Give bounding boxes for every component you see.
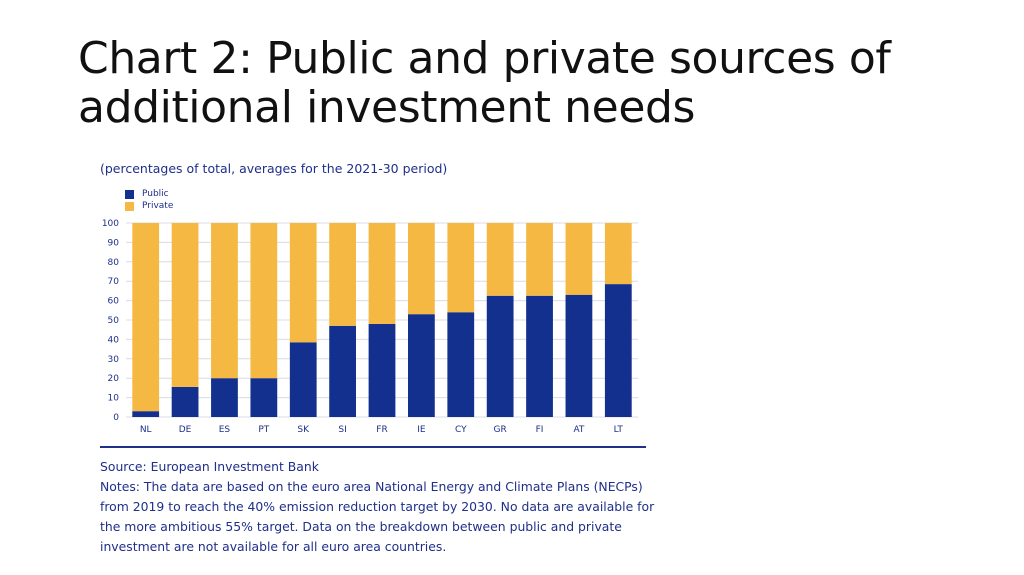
bar-private-de xyxy=(171,223,199,387)
x-tick-label-si: SI xyxy=(338,425,346,435)
bar-public-de xyxy=(171,386,199,417)
bar-public-lt xyxy=(604,284,632,417)
source-text: Source: European Investment Bank xyxy=(100,459,319,474)
y-tick-label-3: 30 xyxy=(108,355,120,365)
x-tick-label-sk: SK xyxy=(297,425,310,435)
x-tick-label-fr: FR xyxy=(376,425,387,435)
y-tick-label-9: 90 xyxy=(108,238,120,248)
x-tick-label-lt: LT xyxy=(614,425,624,435)
bar-private-at xyxy=(565,223,593,295)
x-tick-label-gr: GR xyxy=(494,425,507,435)
slide-title: Chart 2: Public and private sources of a… xyxy=(78,33,891,133)
bar-private-pt xyxy=(250,223,278,379)
x-tick-label-es: ES xyxy=(219,425,231,435)
y-tick-label-10: 100 xyxy=(102,219,119,229)
bar-private-es xyxy=(211,223,238,379)
bar-private-lt xyxy=(604,223,632,285)
y-tick-label-7: 70 xyxy=(108,277,120,287)
legend-swatch-private xyxy=(125,201,134,211)
legend-label-public: Public xyxy=(142,189,169,199)
y-tick-label-1: 10 xyxy=(108,394,120,404)
bar-public-at xyxy=(565,294,593,417)
x-tick-label-pt: PT xyxy=(258,425,269,435)
bar-public-pt xyxy=(250,378,278,417)
bar-private-nl xyxy=(132,223,160,412)
y-tick-label-0: 0 xyxy=(113,413,119,423)
notes-text: Notes: The data are based on the euro ar… xyxy=(100,479,655,554)
x-tick-label-de: DE xyxy=(179,425,192,435)
bar-public-si xyxy=(329,325,357,417)
chart-subtitle: (percentages of total, averages for the … xyxy=(100,161,448,176)
x-tick-label-nl: NL xyxy=(140,425,152,435)
bar-public-ie xyxy=(407,314,435,417)
y-tick-label-8: 80 xyxy=(108,258,120,268)
bar-public-sk xyxy=(289,342,317,417)
bar-public-cy xyxy=(447,312,475,417)
bar-private-cy xyxy=(447,223,475,313)
x-tick-label-cy: CY xyxy=(455,425,467,435)
x-tick-label-at: AT xyxy=(573,425,584,435)
y-tick-label-5: 50 xyxy=(108,316,120,326)
bar-public-gr xyxy=(486,295,514,417)
bar-public-es xyxy=(211,378,238,417)
bar-public-nl xyxy=(132,411,160,417)
x-tick-label-ie: IE xyxy=(417,425,426,435)
legend-item-public: Public xyxy=(125,188,173,200)
footer-divider xyxy=(100,446,646,448)
x-tick-label-fi: FI xyxy=(536,425,544,435)
bar-private-sk xyxy=(289,223,317,343)
chart-legend: Public Private xyxy=(125,188,173,212)
y-tick-label-4: 40 xyxy=(108,335,120,345)
y-tick-label-2: 20 xyxy=(108,374,120,384)
stacked-bar-chart: 0 10 20 30 40 50 60 70 80 90 100 NL DE ES PT SK SI FR IE CY… xyxy=(102,219,638,435)
legend-swatch-public xyxy=(125,189,134,199)
legend-label-private: Private xyxy=(142,201,174,211)
bar-public-fr xyxy=(368,323,396,417)
bar-private-ie xyxy=(407,223,435,315)
bar-private-fi xyxy=(526,223,553,296)
bar-private-gr xyxy=(486,223,514,296)
legend-item-private: Private xyxy=(125,200,173,212)
bar-private-fr xyxy=(368,223,396,324)
bar-public-fi xyxy=(526,295,553,417)
bar-private-si xyxy=(329,223,357,326)
y-tick-label-6: 60 xyxy=(108,297,120,307)
